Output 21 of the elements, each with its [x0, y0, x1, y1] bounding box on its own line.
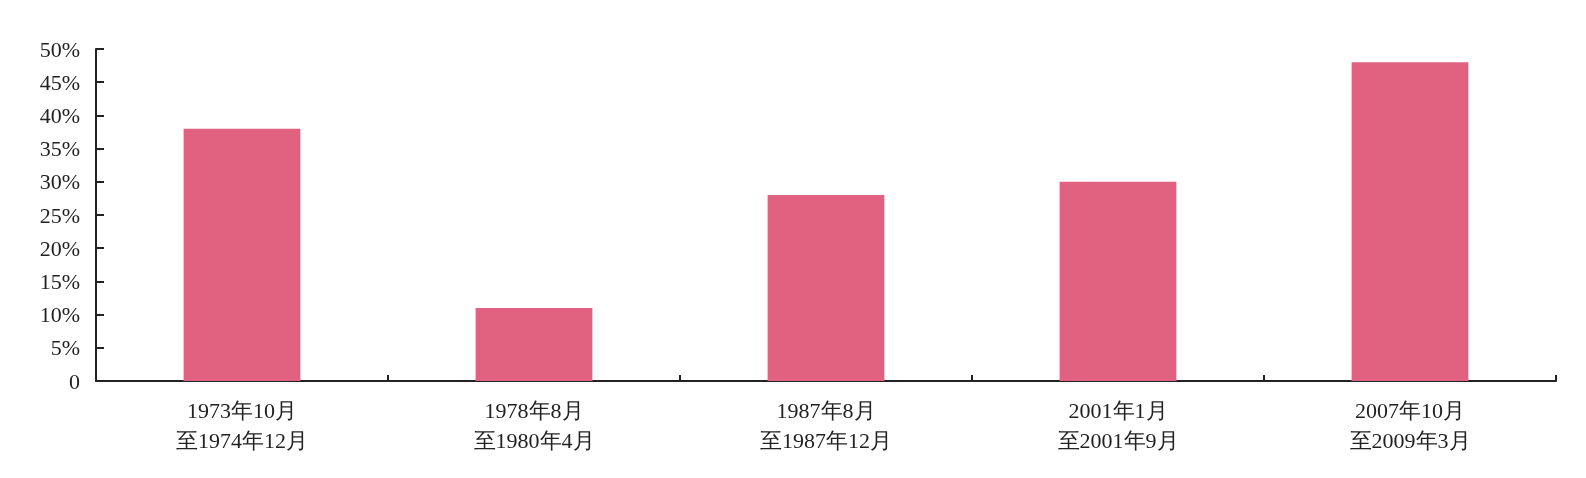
bar: [183, 128, 301, 381]
bar: [1351, 62, 1469, 381]
y-tick-label: 5%: [50, 335, 80, 361]
x-tick-label: 2007年10月至2009年3月: [1349, 397, 1471, 453]
x-tick-label: 2001年1月至2001年9月: [1057, 397, 1179, 453]
y-tick-label: 40%: [39, 102, 80, 128]
y-tick-label: 45%: [39, 69, 80, 95]
y-tick-label: 30%: [39, 169, 80, 195]
bar: [767, 195, 885, 381]
y-tick-label: 10%: [39, 302, 80, 328]
x-tick-label: 1978年8月至1980年4月: [473, 397, 595, 453]
bar: [1059, 181, 1177, 381]
x-tick-label: 1973年10月至1974年12月: [176, 397, 308, 453]
y-tick-label: 25%: [39, 202, 80, 228]
bar: [475, 307, 593, 381]
y-tick-label: 0: [69, 368, 80, 394]
y-tick-label: 15%: [39, 268, 80, 294]
y-tick-label: 20%: [39, 235, 80, 261]
x-tick-label: 1987年8月至1987年12月: [760, 397, 892, 453]
y-tick-label: 35%: [39, 136, 80, 162]
y-tick-label: 50%: [39, 36, 80, 62]
